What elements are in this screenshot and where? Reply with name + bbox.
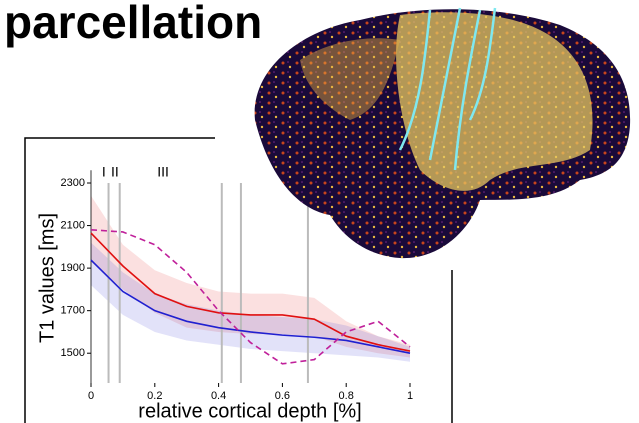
- y-tick-label: 1900: [61, 262, 85, 274]
- layer-label: III: [157, 164, 169, 180]
- x-axis-label: relative cortical depth [%]: [138, 400, 361, 422]
- x-tick-label: 0.6: [275, 390, 290, 402]
- y-tick-label: 2100: [61, 219, 85, 231]
- confidence-band: [91, 242, 410, 362]
- y-tick-label: 1700: [61, 305, 85, 317]
- series-line: [90, 232, 411, 352]
- panel-frame: [24, 137, 453, 423]
- series-line: [90, 259, 411, 354]
- y-tick-label: 2300: [61, 177, 85, 189]
- y-tick-label: 1500: [61, 347, 85, 359]
- confidence-band: [91, 195, 410, 358]
- x-tick-label: 0.4: [211, 390, 226, 402]
- x-tick-label: 0: [88, 390, 94, 402]
- x-tick-label: 0.8: [339, 390, 354, 402]
- x-tick-label: 0.2: [147, 390, 162, 402]
- brain-image: [254, 7, 631, 259]
- series-line: [90, 229, 411, 365]
- slide-title: parcellation: [4, 0, 262, 48]
- layer-label: II: [111, 164, 119, 180]
- layer-label: I: [102, 164, 106, 180]
- x-tick-label: 1: [407, 390, 413, 402]
- y-axis-label: T1 values [ms]: [36, 213, 58, 343]
